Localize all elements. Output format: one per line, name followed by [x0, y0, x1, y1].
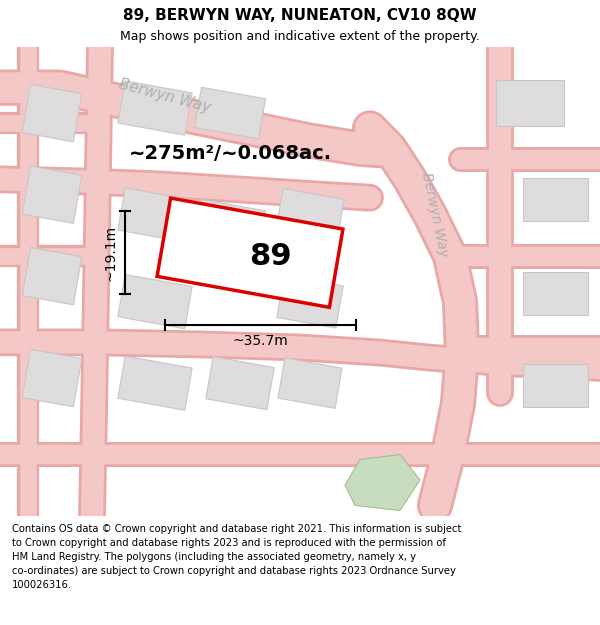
Polygon shape [345, 454, 420, 511]
Polygon shape [496, 80, 564, 126]
Text: ~19.1m: ~19.1m [104, 224, 118, 281]
Text: ~275m²/~0.068ac.: ~275m²/~0.068ac. [128, 144, 332, 163]
Polygon shape [22, 349, 82, 407]
Polygon shape [194, 199, 265, 251]
Polygon shape [118, 274, 192, 329]
Polygon shape [22, 248, 82, 305]
Polygon shape [157, 198, 343, 308]
Polygon shape [523, 364, 587, 407]
Polygon shape [118, 356, 192, 410]
Polygon shape [118, 81, 192, 135]
Text: Berwyn Way: Berwyn Way [117, 76, 213, 115]
Polygon shape [206, 357, 274, 410]
Polygon shape [194, 88, 265, 139]
Text: Berwyn Way: Berwyn Way [419, 171, 451, 259]
Text: ~35.7m: ~35.7m [232, 334, 288, 348]
Polygon shape [523, 272, 587, 315]
Polygon shape [277, 275, 343, 328]
Polygon shape [523, 178, 587, 221]
Polygon shape [278, 358, 342, 408]
Polygon shape [276, 189, 344, 242]
Text: Contains OS data © Crown copyright and database right 2021. This information is : Contains OS data © Crown copyright and d… [12, 524, 461, 591]
Polygon shape [22, 166, 82, 223]
Polygon shape [22, 84, 82, 142]
Text: 89, BERWYN WAY, NUNEATON, CV10 8QW: 89, BERWYN WAY, NUNEATON, CV10 8QW [123, 8, 477, 22]
Text: Map shows position and indicative extent of the property.: Map shows position and indicative extent… [120, 30, 480, 43]
Text: 89: 89 [248, 242, 292, 271]
Polygon shape [118, 188, 192, 242]
